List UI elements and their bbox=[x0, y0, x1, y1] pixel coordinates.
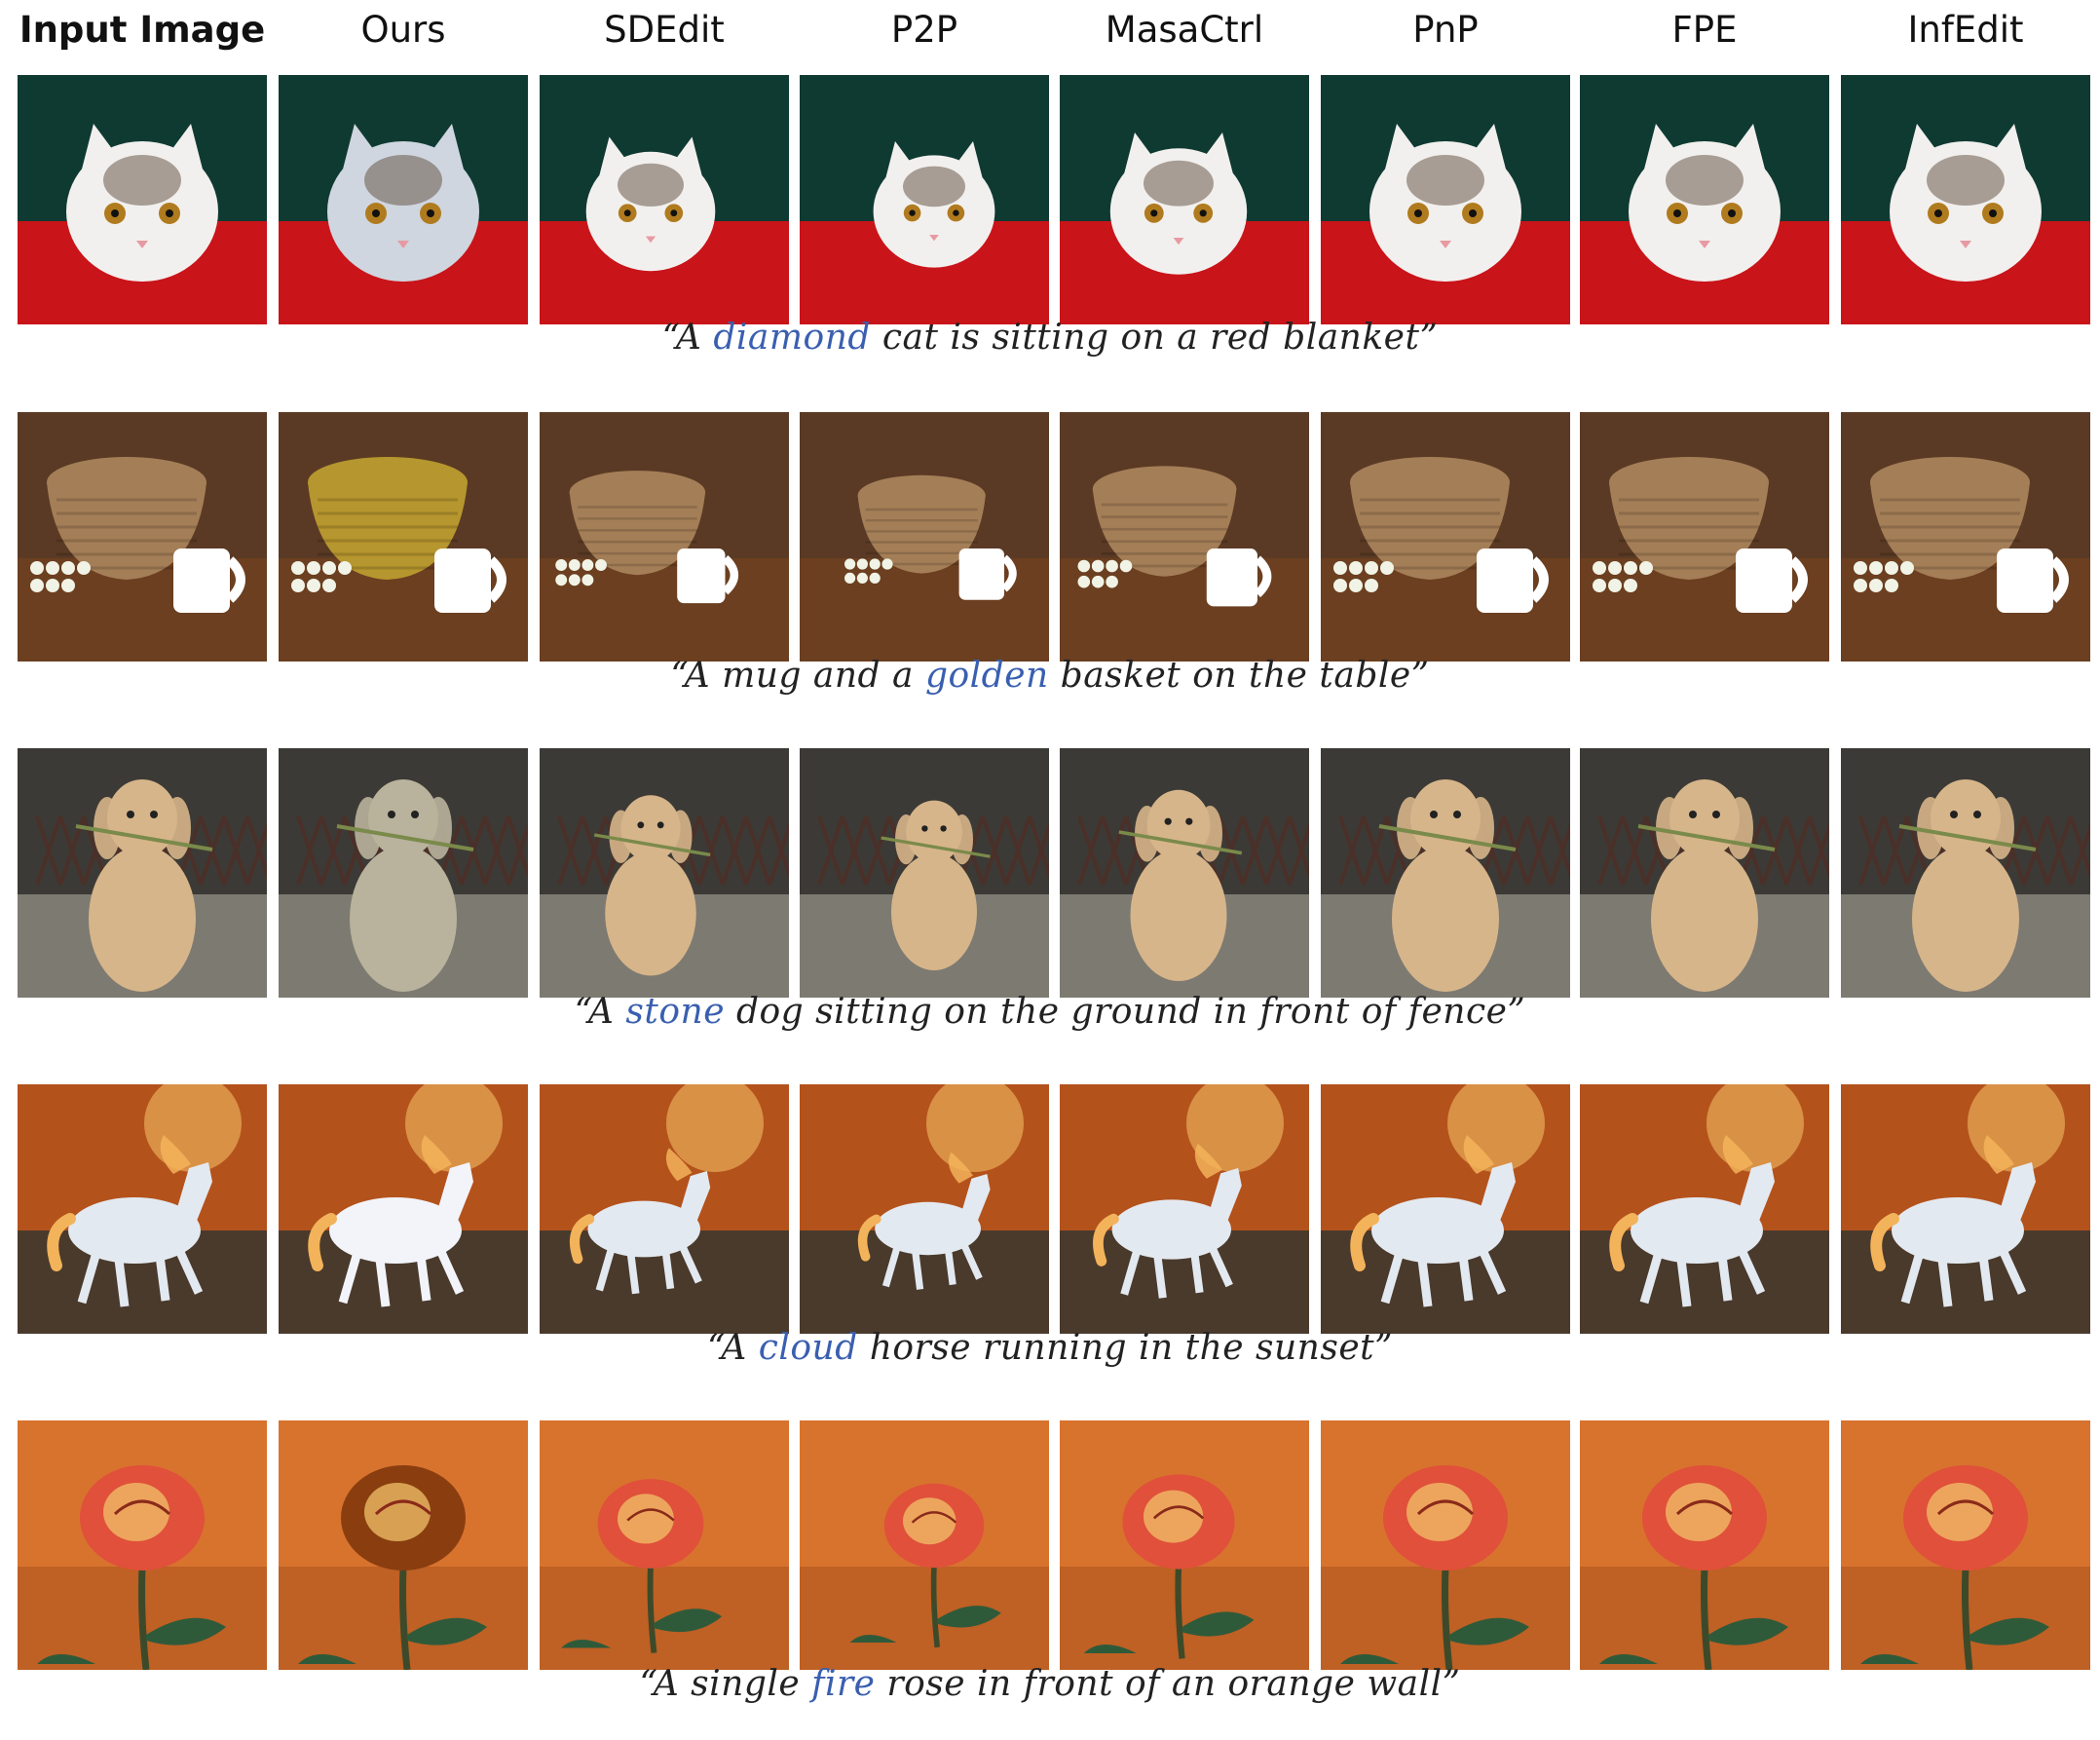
cat-caption: “A diamond cat is sitting on a red blank… bbox=[0, 314, 2100, 362]
cat-image-ours bbox=[279, 75, 528, 324]
rose-image-fpe bbox=[1580, 1420, 1829, 1670]
column-header-fpe: FPE bbox=[1671, 9, 1738, 51]
cat-image-fpe bbox=[1580, 75, 1829, 324]
dog-image-input-image bbox=[18, 748, 267, 998]
caption-text: rose in front of an orange wall” bbox=[875, 1664, 1461, 1704]
dog-caption: “A stone dog sitting on the ground in fr… bbox=[0, 988, 2100, 1037]
dog-image-ours bbox=[279, 748, 528, 998]
column-header-ours: Ours bbox=[360, 9, 446, 51]
cat-image-p2p bbox=[800, 75, 1049, 324]
caption-text: horse running in the sunset” bbox=[857, 1328, 1394, 1368]
caption-edit-word: golden bbox=[924, 656, 1049, 696]
horse-image-pnp bbox=[1321, 1084, 1570, 1334]
basket-image-input-image bbox=[18, 412, 267, 662]
rose-image-input-image bbox=[18, 1420, 267, 1670]
caption-text: “A bbox=[661, 318, 714, 358]
rose-image-ours bbox=[279, 1420, 528, 1670]
horse-image-ours bbox=[279, 1084, 528, 1334]
dog-image-pnp bbox=[1321, 748, 1570, 998]
caption-text: “A single bbox=[639, 1664, 812, 1704]
horse-caption: “A cloud horse running in the sunset” bbox=[0, 1324, 2100, 1373]
basket-image-masactrl bbox=[1060, 412, 1309, 662]
caption-edit-word: fire bbox=[811, 1664, 876, 1704]
basket-caption: “A mug and a golden basket on the table” bbox=[0, 652, 2100, 700]
caption-text: “A mug and a bbox=[670, 656, 925, 696]
rose-caption: “A single fire rose in front of an orang… bbox=[0, 1660, 2100, 1709]
horse-image-infedit bbox=[1841, 1084, 2090, 1334]
rose-image-masactrl bbox=[1060, 1420, 1309, 1670]
cat-image-pnp bbox=[1321, 75, 1570, 324]
cat-image-input-image bbox=[18, 75, 267, 324]
column-header-input-image: Input Image bbox=[19, 9, 266, 51]
rose-image-sdedit bbox=[540, 1420, 789, 1670]
dog-image-fpe bbox=[1580, 748, 1829, 998]
column-header-p2p: P2P bbox=[890, 9, 958, 51]
column-header-infedit: InfEdit bbox=[1907, 9, 2024, 51]
caption-text: “A bbox=[706, 1328, 759, 1368]
cat-image-sdedit bbox=[540, 75, 789, 324]
cat-image-masactrl bbox=[1060, 75, 1309, 324]
basket-image-pnp bbox=[1321, 412, 1570, 662]
caption-text: dog sitting on the ground in front of fe… bbox=[725, 992, 1526, 1032]
basket-image-sdedit bbox=[540, 412, 789, 662]
dog-image-infedit bbox=[1841, 748, 2090, 998]
horse-image-masactrl bbox=[1060, 1084, 1309, 1334]
caption-text: cat is sitting on a red blanket” bbox=[870, 318, 1439, 358]
basket-image-ours bbox=[279, 412, 528, 662]
caption-text: “A bbox=[574, 992, 626, 1032]
cat-image-infedit bbox=[1841, 75, 2090, 324]
dog-image-p2p bbox=[800, 748, 1049, 998]
basket-image-p2p bbox=[800, 412, 1049, 662]
column-header-pnp: PnP bbox=[1412, 9, 1479, 51]
rose-image-infedit bbox=[1841, 1420, 2090, 1670]
rose-image-p2p bbox=[800, 1420, 1049, 1670]
horse-image-input-image bbox=[18, 1084, 267, 1334]
basket-image-infedit bbox=[1841, 412, 2090, 662]
horse-image-fpe bbox=[1580, 1084, 1829, 1334]
horse-image-p2p bbox=[800, 1084, 1049, 1334]
column-header-sdedit: SDEdit bbox=[604, 9, 725, 51]
caption-text: basket on the table” bbox=[1048, 656, 1430, 696]
dog-image-sdedit bbox=[540, 748, 789, 998]
caption-edit-word: diamond bbox=[713, 318, 871, 358]
caption-edit-word: cloud bbox=[758, 1328, 858, 1368]
caption-edit-word: stone bbox=[625, 992, 725, 1032]
column-header-masactrl: MasaCtrl bbox=[1105, 9, 1264, 51]
rose-image-pnp bbox=[1321, 1420, 1570, 1670]
horse-image-sdedit bbox=[540, 1084, 789, 1334]
basket-image-fpe bbox=[1580, 412, 1829, 662]
dog-image-masactrl bbox=[1060, 748, 1309, 998]
